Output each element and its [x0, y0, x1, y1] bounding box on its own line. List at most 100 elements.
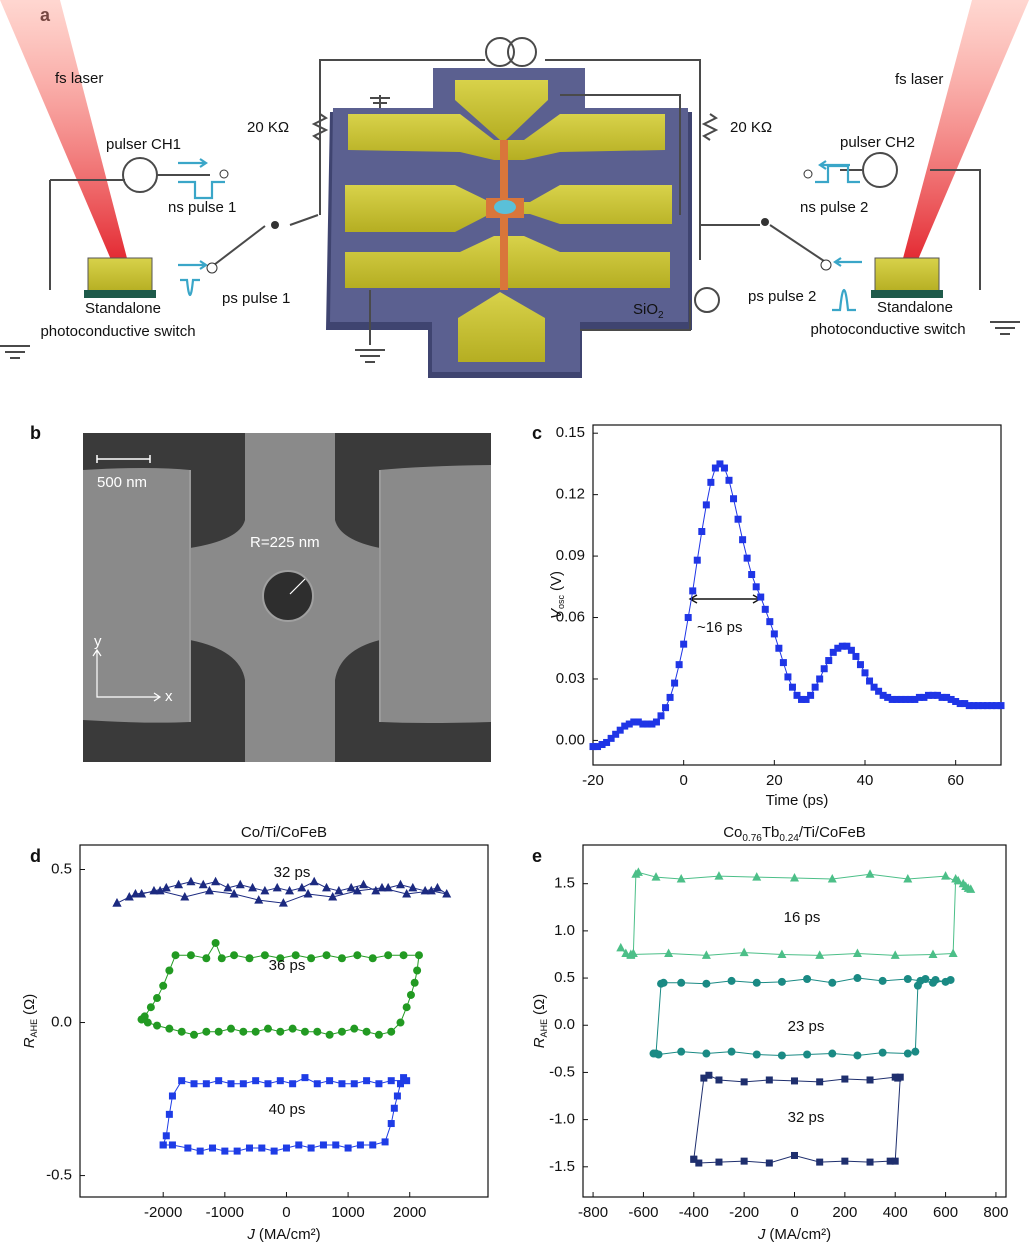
y-axis-label: R: [531, 1037, 548, 1048]
switch: [87, 257, 153, 293]
marker: [648, 720, 656, 728]
marker: [727, 1047, 736, 1056]
series-label: 36 ps: [269, 957, 306, 974]
marker: [886, 1157, 894, 1165]
electrode: [455, 80, 548, 140]
marker: [149, 885, 159, 895]
marker: [689, 587, 697, 595]
x-tick-label: 20: [766, 772, 783, 789]
marker: [239, 1080, 247, 1088]
marker: [359, 879, 369, 889]
chart-title: 0.76: [742, 833, 762, 844]
x-tick-label: -200: [729, 1204, 759, 1221]
x-tick-label: 0: [679, 772, 687, 789]
marker: [307, 954, 316, 963]
label: SiO: [633, 301, 658, 318]
label: fs laser: [895, 71, 943, 88]
marker: [174, 879, 184, 889]
marker: [664, 948, 674, 958]
marker: [793, 691, 801, 699]
marker: [811, 683, 819, 691]
marker: [715, 1158, 723, 1166]
marker: [852, 948, 862, 958]
marker: [223, 882, 233, 892]
label: photoconductive switch: [40, 323, 195, 340]
marker: [739, 947, 749, 957]
marker: [377, 882, 387, 892]
marker: [322, 951, 331, 960]
marker: [338, 1080, 346, 1088]
marker: [676, 873, 686, 883]
marker: [777, 949, 787, 958]
marker: [344, 1144, 352, 1152]
marker: [186, 876, 196, 886]
marker: [245, 954, 254, 963]
y-tick-label: 0.12: [556, 486, 585, 503]
marker: [215, 1077, 223, 1085]
marker: [322, 882, 332, 892]
marker: [196, 1147, 204, 1155]
marker: [702, 1049, 711, 1058]
marker: [903, 975, 912, 984]
marker: [137, 888, 147, 898]
marker: [651, 872, 661, 881]
marker: [730, 495, 738, 503]
marker: [383, 882, 393, 892]
marker: [690, 1155, 698, 1163]
marker: [301, 1074, 309, 1082]
marker: [941, 871, 951, 880]
marker: [870, 683, 878, 691]
marker: [631, 869, 641, 878]
marker: [748, 571, 756, 579]
pulser: [122, 157, 158, 193]
switch-base: [871, 290, 943, 298]
chart-title: Co/Ti/CoFeB: [241, 824, 327, 841]
marker: [403, 1077, 411, 1085]
marker: [707, 478, 715, 486]
marker: [752, 583, 760, 591]
marker: [847, 646, 855, 654]
marker: [765, 1076, 773, 1084]
y-axis-label: RAHE (Ω): [531, 994, 549, 1049]
marker: [350, 1080, 358, 1088]
marker: [252, 1077, 260, 1085]
marker: [295, 1141, 303, 1149]
chart-title: 0.24: [779, 833, 799, 844]
marker: [307, 1144, 315, 1152]
marker: [841, 1075, 849, 1083]
marker: [153, 994, 162, 1003]
y-axis-label: (Ω): [531, 994, 548, 1015]
x-tick-label: 0: [282, 1204, 290, 1221]
marker: [143, 1018, 152, 1027]
marker: [369, 1141, 377, 1149]
marker: [852, 652, 860, 660]
marker: [211, 938, 220, 947]
marker: [866, 1076, 874, 1084]
marker: [739, 536, 747, 544]
series-label: 40 ps: [269, 1101, 306, 1118]
marker: [720, 464, 728, 472]
marker: [276, 954, 285, 963]
marker: [202, 1080, 210, 1088]
marker: [911, 1047, 920, 1056]
marker: [788, 683, 796, 691]
marker: [652, 718, 660, 726]
marker: [598, 741, 606, 749]
switch-base: [84, 290, 156, 298]
series-label: 32 ps: [788, 1109, 825, 1126]
marker: [137, 1015, 146, 1024]
marker: [184, 1144, 192, 1152]
marker: [705, 1071, 713, 1079]
marker: [915, 693, 923, 701]
label: ns pulse 1: [168, 199, 236, 216]
marker: [890, 950, 900, 959]
x-tick-label: 0: [790, 1204, 798, 1221]
chart-title: /Ti/CoFeB: [799, 824, 866, 841]
marker: [802, 695, 810, 703]
y-axis-label: (V): [548, 571, 565, 591]
marker: [891, 1073, 899, 1081]
marker: [300, 1027, 309, 1036]
marker: [777, 977, 786, 986]
marker: [251, 1027, 260, 1036]
